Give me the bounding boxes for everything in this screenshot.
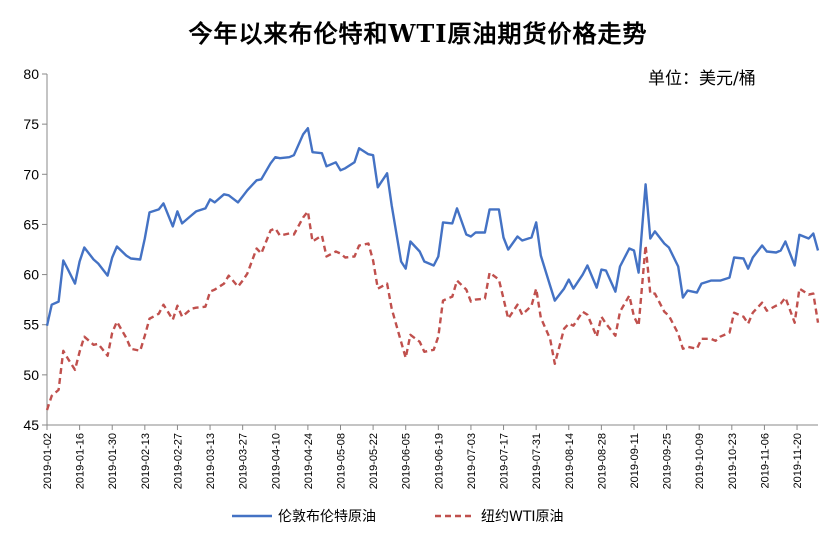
x-tick-label: 2019-02-27 bbox=[172, 433, 184, 489]
legend-label: 伦敦布伦特原油 bbox=[278, 509, 376, 525]
chart-title: 今年以来布伦特和WTI原油期货价格走势 bbox=[188, 19, 648, 48]
x-tick-label: 2019-07-17 bbox=[499, 433, 511, 489]
y-tick-label: 75 bbox=[23, 116, 39, 132]
x-tick-label: 2019-11-06 bbox=[759, 433, 771, 488]
x-tick-label: 2019-10-23 bbox=[727, 433, 739, 489]
y-tick-label: 80 bbox=[23, 66, 39, 82]
legend-label: 纽约WTI原油 bbox=[481, 509, 564, 525]
y-tick-label: 45 bbox=[23, 417, 39, 433]
y-tick-label: 55 bbox=[23, 317, 39, 333]
x-tick-label: 2019-09-11 bbox=[629, 433, 641, 488]
x-tick-label: 2019-08-28 bbox=[596, 433, 608, 489]
legend: 伦敦布伦特原油 纽约WTI原油 bbox=[232, 509, 564, 525]
y-tick-label: 65 bbox=[23, 216, 39, 232]
chart-axes: 45 50 55 60 65 70 75 80 2019-01-02 2019-01-16 2019… bbox=[23, 66, 818, 489]
x-tick-label: 2019-05-22 bbox=[368, 433, 380, 489]
y-tick-label: 60 bbox=[23, 267, 39, 283]
x-tick-label: 2019-06-05 bbox=[401, 433, 413, 489]
x-tick-label: 2019-07-03 bbox=[466, 433, 478, 489]
unit-label: 单位：美元/桶 bbox=[648, 69, 756, 89]
series-line-brent bbox=[45, 126, 820, 326]
y-tick-label: 50 bbox=[23, 367, 39, 383]
x-tick-label: 2019-01-02 bbox=[42, 433, 54, 489]
x-tick-label: 2019-09-25 bbox=[662, 433, 674, 489]
series-line-wti bbox=[45, 210, 820, 411]
x-tick-label: 2019-03-27 bbox=[238, 433, 250, 489]
x-tick-label: 2019-03-13 bbox=[205, 433, 217, 489]
x-tick-label: 2019-05-08 bbox=[335, 433, 347, 489]
series-layer bbox=[45, 126, 820, 411]
y-tick-label: 70 bbox=[23, 166, 39, 182]
x-tick-label: 2019-01-16 bbox=[75, 433, 87, 489]
x-tick-label: 2019-08-14 bbox=[564, 433, 576, 489]
x-tick-label: 2019-01-30 bbox=[107, 433, 119, 489]
x-tick-label: 2019-06-19 bbox=[433, 433, 445, 489]
x-tick-label: 2019-04-24 bbox=[303, 433, 315, 489]
x-tick-label: 2019-04-10 bbox=[270, 433, 282, 489]
x-tick-label: 2019-11-20 bbox=[792, 433, 804, 488]
x-tick-label: 2019-07-31 bbox=[531, 433, 543, 489]
x-tick-label: 2019-10-09 bbox=[694, 433, 706, 489]
x-tick-label: 2019-02-13 bbox=[140, 433, 152, 489]
